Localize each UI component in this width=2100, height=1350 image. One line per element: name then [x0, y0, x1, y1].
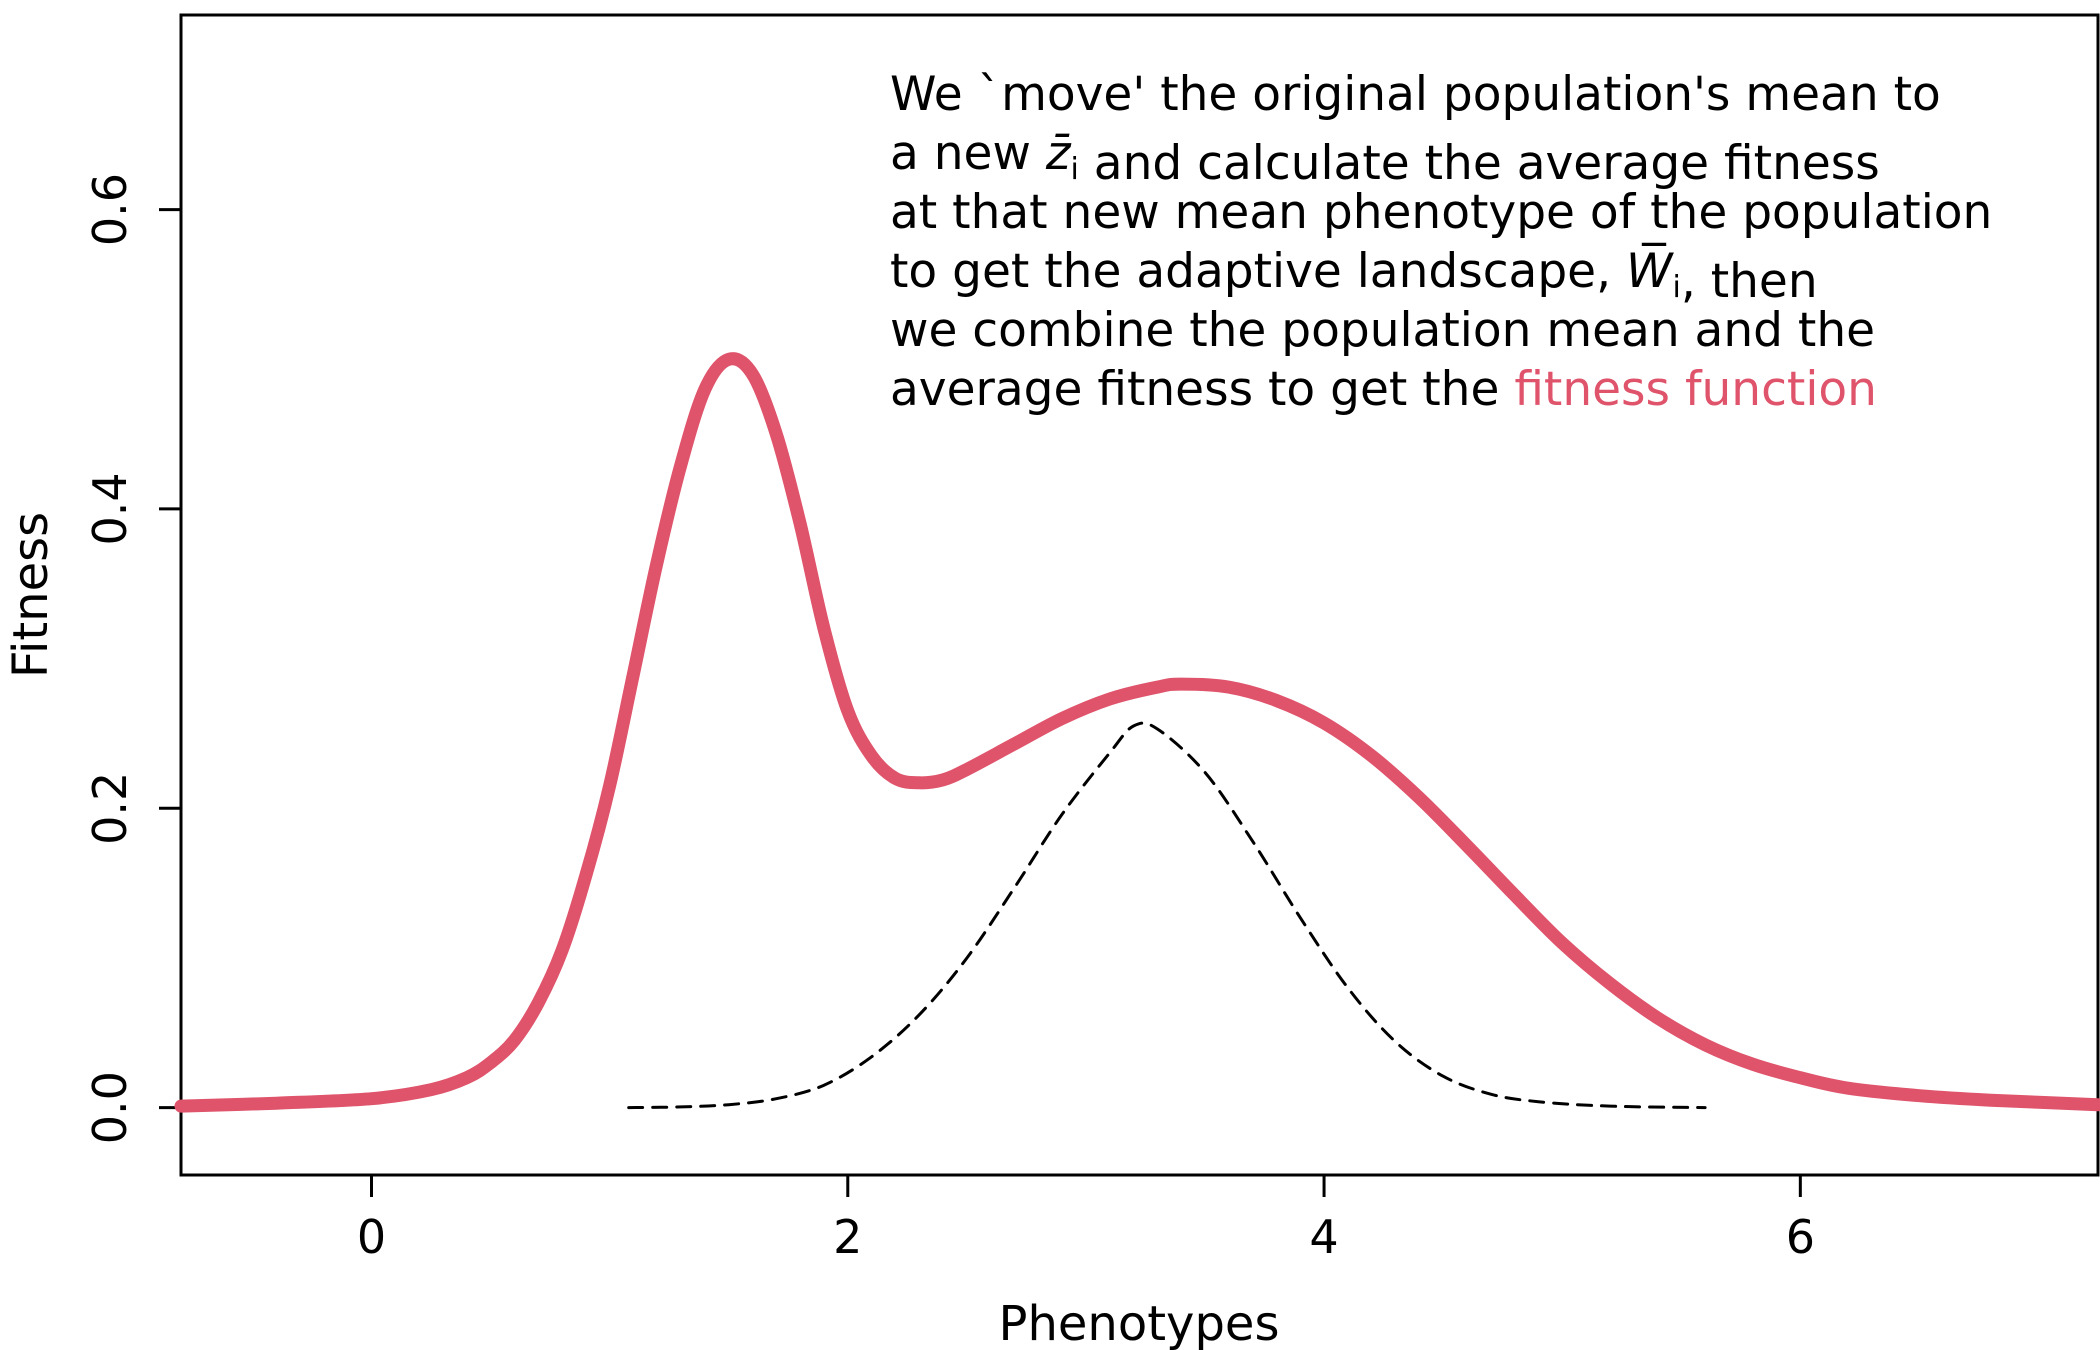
series-line-fitness [174, 352, 2100, 1113]
x-tick-label: 4 [1309, 1210, 1338, 1264]
y-tick-label: 0.0 [83, 1071, 137, 1144]
x-tick-label: 0 [357, 1210, 386, 1264]
x-axis: 0 2 4 6 [357, 1175, 1815, 1264]
plot-frame [179, 13, 2100, 1177]
x-axis-title: Phenotypes [999, 1296, 1280, 1350]
y-axis: 0.0 0.2 0.4 0.6 [83, 173, 181, 1144]
y-tick-label: 0.2 [83, 772, 137, 845]
y-tick-label: 0.4 [83, 472, 137, 545]
x-tick-label: 6 [1786, 1210, 1815, 1264]
annotation-text: We `move' the original population's mean… [890, 67, 1992, 417]
x-tick-label: 2 [833, 1210, 862, 1264]
series-layer [174, 352, 2100, 1113]
series-line-dashed [627, 721, 1707, 1110]
y-tick-label: 0.6 [83, 173, 137, 246]
y-axis-title: Fitness [3, 512, 59, 678]
